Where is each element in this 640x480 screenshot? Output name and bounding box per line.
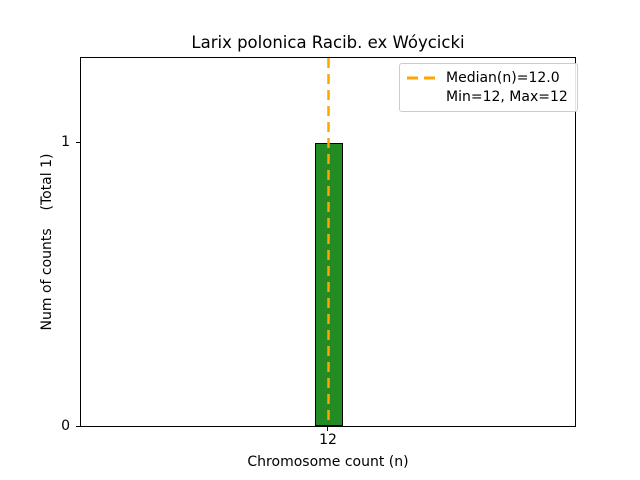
legend-label-minmax: Min=12, Max=12: [446, 89, 568, 106]
legend-entry-median: Median(n)=12.0: [407, 68, 568, 88]
legend-label-median: Median(n)=12.0: [446, 69, 560, 86]
chart-title: Larix polonica Racib. ex Wóycicki: [191, 33, 465, 52]
y-tick-label-1: 1: [61, 134, 70, 150]
x-axis-label: Chromosome count (n): [247, 454, 409, 470]
y-tick-label-0: 0: [61, 418, 70, 434]
legend: Median(n)=12.0 Min=12, Max=12: [399, 63, 578, 112]
y-axis-label: Num of counts (Total 1): [39, 153, 55, 331]
y-tick-mark-0: [76, 426, 80, 427]
x-tick-label-12: 12: [319, 432, 337, 448]
plot-area: Median(n)=12.0 Min=12, Max=12: [80, 57, 578, 427]
legend-entry-minmax: Min=12, Max=12: [407, 88, 568, 108]
x-tick-mark-12: [327, 427, 328, 431]
legend-marker-empty: [407, 95, 437, 99]
y-tick-mark-1: [76, 142, 80, 143]
median-line: [327, 58, 330, 426]
dashed-line-icon: [407, 76, 437, 80]
